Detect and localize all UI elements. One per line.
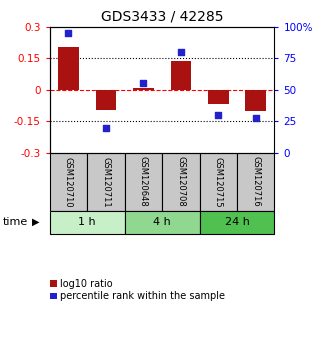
Text: GSM120648: GSM120648	[139, 156, 148, 207]
Bar	[50, 153, 87, 211]
Text: GSM120715: GSM120715	[214, 156, 223, 207]
Bar	[125, 211, 200, 234]
Text: 4 h: 4 h	[153, 217, 171, 227]
Text: percentile rank within the sample: percentile rank within the sample	[60, 291, 225, 301]
Point	[103, 125, 108, 131]
Title: GDS3433 / 42285: GDS3433 / 42285	[101, 10, 223, 24]
Bar	[133, 88, 154, 90]
Bar	[200, 211, 274, 234]
Bar	[87, 153, 125, 211]
Point	[253, 115, 258, 120]
Text: ▶: ▶	[32, 217, 39, 227]
Text: GSM120708: GSM120708	[176, 156, 185, 207]
Point	[66, 30, 71, 36]
Text: GSM120710: GSM120710	[64, 156, 73, 207]
Point	[178, 49, 183, 55]
Bar	[162, 153, 200, 211]
Bar	[50, 211, 125, 234]
Text: time: time	[3, 217, 29, 227]
Text: GSM120716: GSM120716	[251, 156, 260, 207]
Bar	[200, 153, 237, 211]
Text: 1 h: 1 h	[78, 217, 96, 227]
Point	[216, 112, 221, 118]
Bar	[208, 90, 229, 103]
Bar	[246, 90, 266, 111]
Bar	[237, 153, 274, 211]
Point	[141, 81, 146, 86]
Text: 24 h: 24 h	[225, 217, 249, 227]
Text: GSM120711: GSM120711	[101, 156, 110, 207]
Bar	[125, 153, 162, 211]
Text: log10 ratio: log10 ratio	[60, 279, 113, 289]
Bar	[170, 61, 191, 90]
Bar	[96, 90, 116, 110]
Bar	[58, 47, 79, 90]
